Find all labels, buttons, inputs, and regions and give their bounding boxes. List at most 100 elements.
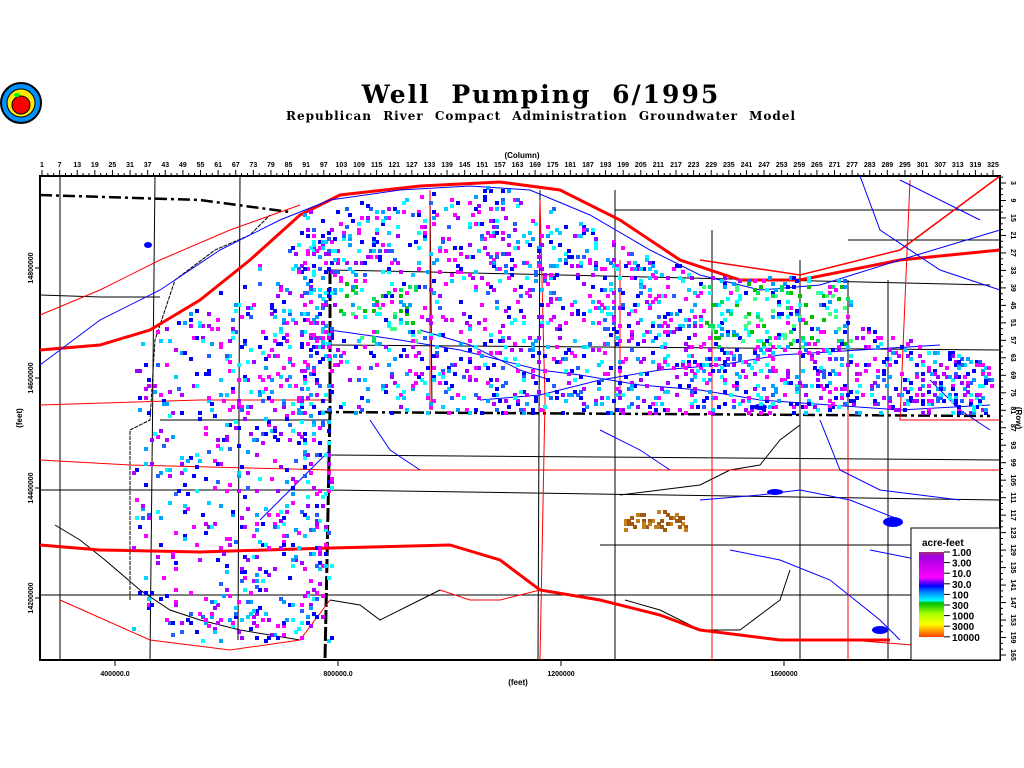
pumping-cell bbox=[513, 396, 517, 400]
pumping-cell bbox=[339, 405, 343, 409]
pumping-cell bbox=[981, 384, 985, 388]
pumping-cell bbox=[888, 405, 892, 409]
pumping-cell bbox=[933, 360, 937, 364]
pumping-cell bbox=[609, 366, 613, 370]
pumping-cell bbox=[558, 258, 562, 262]
pumping-cell bbox=[618, 369, 622, 373]
pumping-cell bbox=[570, 264, 574, 268]
pumping-cell bbox=[537, 255, 541, 259]
pumping-cell bbox=[522, 261, 526, 265]
pumping-cell bbox=[576, 366, 580, 370]
pumping-cell bbox=[645, 255, 649, 259]
pumping-cell bbox=[543, 354, 547, 358]
pumping-cell bbox=[192, 336, 196, 340]
pumping-cell bbox=[144, 591, 148, 595]
pumping-cell bbox=[672, 294, 676, 298]
pumping-cell bbox=[309, 471, 313, 475]
pumping-cell bbox=[894, 360, 898, 364]
pumping-cell bbox=[312, 318, 316, 322]
pumping-cell bbox=[942, 387, 946, 391]
right-tick-label: 87 bbox=[1009, 424, 1016, 432]
pumping-cell bbox=[429, 288, 433, 292]
pumping-cell bbox=[939, 381, 943, 385]
pumping-cell bbox=[432, 375, 436, 379]
pumping-cell bbox=[237, 444, 241, 448]
pumping-cell bbox=[933, 372, 937, 376]
pumping-cell bbox=[303, 453, 307, 457]
pumping-cell bbox=[420, 315, 424, 319]
pumping-cell bbox=[789, 342, 793, 346]
pumping-cell bbox=[942, 399, 946, 403]
pumping-cell bbox=[522, 378, 526, 382]
pumping-cell bbox=[432, 222, 436, 226]
pumping-cell bbox=[447, 411, 451, 415]
pumping-cell bbox=[333, 270, 337, 274]
pumping-cell bbox=[963, 393, 967, 397]
pumping-cell bbox=[486, 291, 490, 295]
pumping-cell bbox=[657, 522, 661, 526]
pumping-cell bbox=[534, 270, 538, 274]
pumping-cell bbox=[651, 339, 655, 343]
pumping-cell bbox=[159, 393, 163, 397]
top-tick-label: 79 bbox=[267, 162, 275, 169]
pumping-cell bbox=[321, 357, 325, 361]
pumping-cell bbox=[399, 321, 403, 325]
pumping-cell bbox=[258, 345, 262, 349]
pumping-cell bbox=[438, 249, 442, 253]
pumping-cell bbox=[663, 345, 667, 349]
pumping-cell bbox=[255, 609, 259, 613]
pumping-cell bbox=[393, 288, 397, 292]
pumping-cell bbox=[303, 438, 307, 442]
pumping-cell bbox=[972, 405, 976, 409]
pumping-cell bbox=[642, 519, 646, 523]
pumping-cell bbox=[753, 351, 757, 355]
pumping-cell bbox=[213, 600, 217, 604]
pumping-cell bbox=[450, 318, 454, 322]
pumping-cell bbox=[306, 318, 310, 322]
pumping-cell bbox=[630, 384, 634, 388]
pumping-cell bbox=[363, 273, 367, 277]
pumping-cell bbox=[939, 363, 943, 367]
pumping-cell bbox=[633, 309, 637, 313]
pumping-cell bbox=[729, 309, 733, 313]
pumping-cell bbox=[633, 276, 637, 280]
pumping-cell bbox=[747, 363, 751, 367]
pumping-cell bbox=[198, 417, 202, 421]
pumping-cell bbox=[624, 528, 628, 532]
pumping-cell bbox=[312, 333, 316, 337]
pumping-cell bbox=[603, 267, 607, 271]
pumping-cell bbox=[636, 519, 640, 523]
pumping-cell bbox=[654, 408, 658, 412]
pumping-cell bbox=[828, 285, 832, 289]
pumping-cell bbox=[330, 636, 334, 640]
pumping-cell bbox=[516, 246, 520, 250]
pumping-cell bbox=[513, 222, 517, 226]
pumping-cell bbox=[219, 504, 223, 508]
pumping-cell bbox=[444, 381, 448, 385]
pumping-cell bbox=[405, 309, 409, 313]
pumping-cell bbox=[294, 630, 298, 634]
pumping-cell bbox=[240, 315, 244, 319]
pumping-cell bbox=[759, 339, 763, 343]
pumping-cell bbox=[171, 633, 175, 637]
pumping-cell bbox=[681, 363, 685, 367]
pumping-cell bbox=[273, 525, 277, 529]
pumping-cell bbox=[825, 306, 829, 310]
pumping-cell bbox=[822, 303, 826, 307]
pumping-cell bbox=[444, 207, 448, 211]
pumping-cell bbox=[387, 321, 391, 325]
pumping-cell bbox=[957, 360, 961, 364]
pumping-cell bbox=[156, 330, 160, 334]
pumping-cell bbox=[615, 264, 619, 268]
pumping-cell bbox=[609, 411, 613, 415]
pumping-cell bbox=[198, 459, 202, 463]
pumping-cell bbox=[312, 249, 316, 253]
pumping-cell bbox=[771, 351, 775, 355]
pumping-cell bbox=[366, 216, 370, 220]
pumping-cell bbox=[573, 354, 577, 358]
pumping-cell bbox=[693, 291, 697, 295]
pumping-cell bbox=[822, 387, 826, 391]
top-tick-label: 115 bbox=[371, 162, 382, 169]
pumping-cell bbox=[537, 261, 541, 265]
